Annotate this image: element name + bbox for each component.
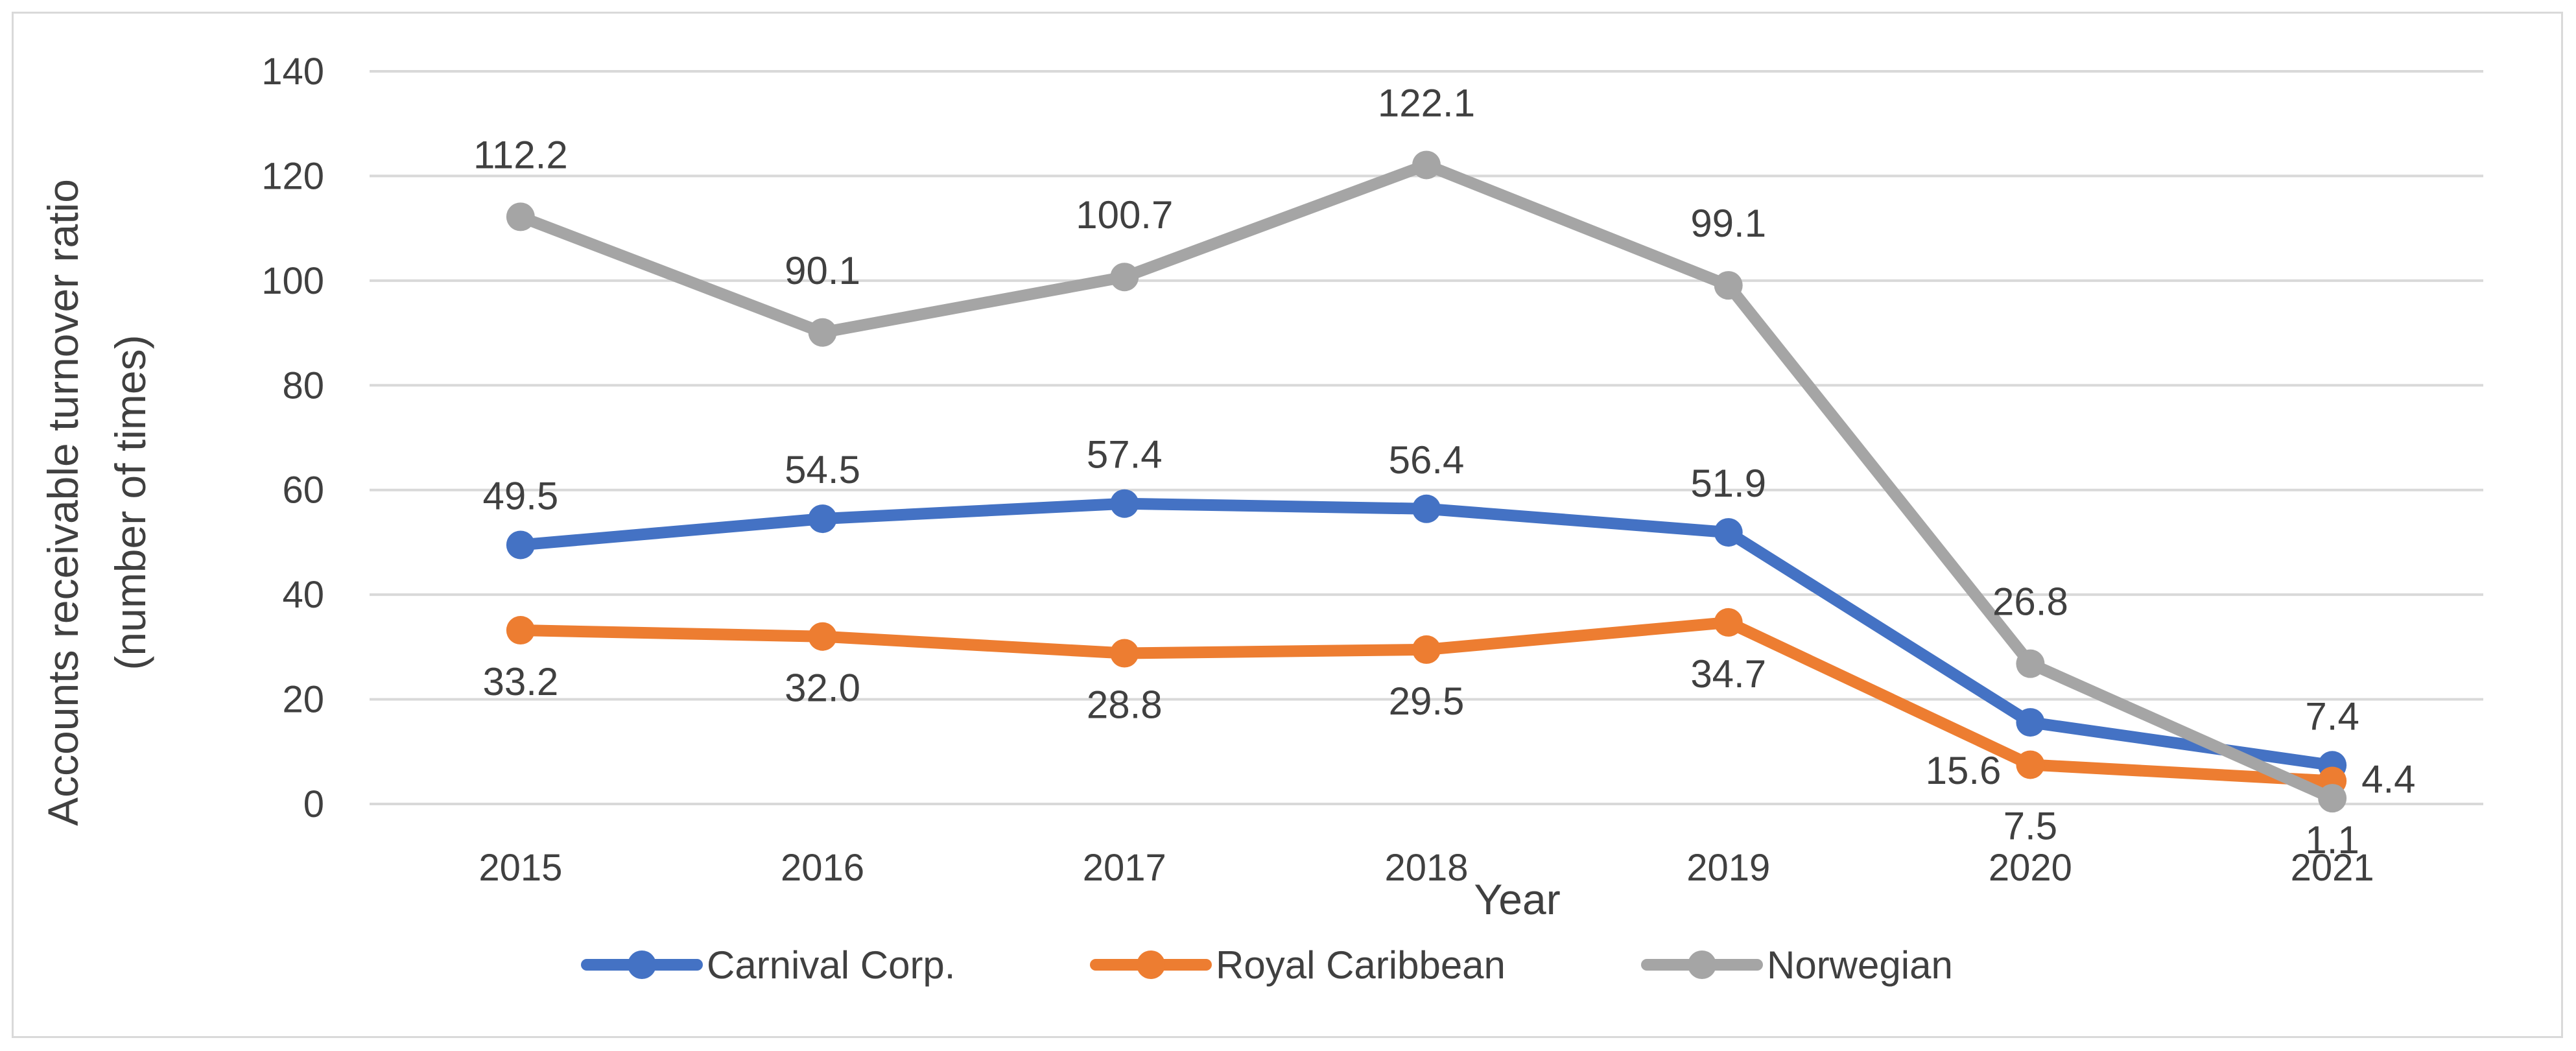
y-axis-title-line2: (number of times) [106,335,154,670]
data-label: 33.2 [482,660,558,703]
legend-label: Norwegian [1767,943,1953,987]
x-axis-title: Year [1474,875,1560,923]
data-label: 7.4 [2305,694,2359,738]
y-tick-label: 140 [261,51,324,93]
legend-marker [1688,951,1716,979]
x-tick-label: 2019 [1686,847,1770,889]
data-point [1714,518,1743,547]
x-axis-ticks: 2015 2016 2017 2018 2019 2020 2021 [479,847,2374,889]
data-point [2016,649,2045,678]
data-label: 15.6 [1926,749,2002,792]
data-label: 54.5 [785,448,860,491]
x-tick-label: 2017 [1083,847,1166,889]
y-tick-label: 0 [303,783,324,825]
legend-item: Royal Caribbean [1090,943,1506,987]
x-tick-label: 2021 [2291,847,2374,889]
data-label: 100.7 [1076,193,1173,237]
data-point [1714,271,1743,300]
data-point [1412,494,1441,523]
data-point [1110,639,1139,668]
data-label: 90.1 [785,249,860,292]
data-point [1110,489,1139,518]
legend-label: Royal Caribbean [1216,943,1506,987]
chart-frame [12,12,2563,1038]
data-label: 57.4 [1087,433,1163,477]
data-point [808,504,837,534]
legend-item: Norwegian [1641,943,1953,987]
y-tick-label: 80 [282,364,324,407]
data-point [1412,150,1441,180]
data-point [506,616,535,645]
data-point [808,318,837,347]
data-point [506,530,535,560]
y-axis-title: Accounts receivable turnover ratio (numb… [39,179,154,826]
data-point [1412,635,1441,664]
x-tick-label: 2018 [1384,847,1468,889]
legend-label: Carnival Corp. [707,943,955,987]
series-lines [506,150,2347,813]
data-label: 1.1 [2305,818,2359,862]
data-label: 28.8 [1087,683,1163,727]
data-point [808,622,837,651]
data-label: 56.4 [1389,438,1465,482]
data-point [1714,608,1743,637]
legend-item: Carnival Corp. [581,943,955,987]
x-tick-label: 2016 [781,847,864,889]
x-tick-label: 2015 [479,847,562,889]
y-axis-title-line1: Accounts receivable turnover ratio [39,179,87,826]
y-tick-label: 100 [261,260,324,302]
data-point [1110,263,1139,292]
data-label: 99.1 [1690,202,1766,245]
data-label: 34.7 [1690,652,1766,696]
y-axis-ticks: 0 20 40 60 80 100 120 140 [261,51,324,825]
data-label: 7.5 [2003,804,2057,847]
data-label: 26.8 [1992,580,2068,624]
data-point [2016,750,2045,779]
x-tick-label: 2020 [1989,847,2072,889]
data-point [2016,708,2045,737]
legend-marker [628,951,656,979]
data-point [2318,784,2347,813]
y-tick-label: 120 [261,155,324,197]
data-point [506,202,535,231]
legend: Carnival Corp. Royal Caribbean Norwegian [581,943,1953,987]
data-label: 32.0 [785,667,860,710]
data-label: 112.2 [473,133,568,176]
data-label: 51.9 [1690,462,1766,505]
y-tick-label: 20 [282,679,324,721]
legend-marker [1137,951,1165,979]
data-label: 122.1 [1378,81,1475,124]
series-royal-caribbean [506,608,2347,796]
y-tick-label: 40 [282,574,324,616]
data-label: 29.5 [1389,679,1465,723]
data-labels: 49.5 54.5 57.4 56.4 51.9 15.6 7.4 33.2 32.0 28.8 2… [473,81,2416,862]
series-carnival-corp [506,489,2347,780]
series-norwegian [506,150,2347,813]
data-label: 49.5 [482,474,558,517]
gridlines [370,70,2483,805]
data-label: 4.4 [2361,757,2415,801]
y-tick-label: 60 [282,469,324,512]
